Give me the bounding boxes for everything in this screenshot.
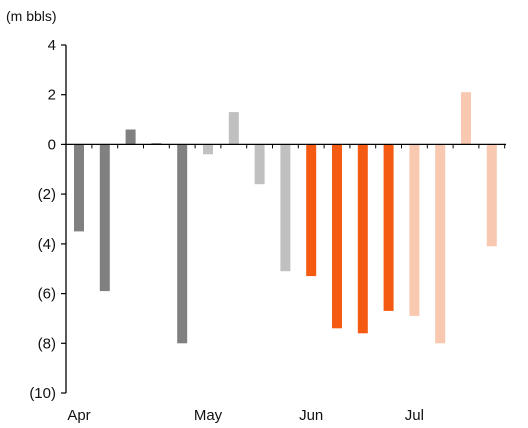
y-tick-label-0: 4 bbox=[48, 37, 56, 54]
y-unit-label: (m bbls) bbox=[6, 8, 57, 24]
bar-11 bbox=[357, 144, 368, 334]
y-tick-label-3: (2) bbox=[38, 186, 56, 203]
bar-2 bbox=[125, 129, 136, 145]
y-tick-label-2: 0 bbox=[48, 136, 56, 153]
y-tick-label-7: (10) bbox=[29, 385, 56, 402]
bar-12 bbox=[383, 144, 394, 311]
bar-10 bbox=[332, 144, 342, 329]
y-tick-label-4: (4) bbox=[38, 236, 56, 253]
bar-9 bbox=[306, 144, 317, 277]
bar-15 bbox=[461, 92, 471, 145]
y-tick-label-6: (8) bbox=[38, 335, 56, 352]
x-month-label-may: May bbox=[194, 407, 223, 424]
bars bbox=[74, 92, 497, 344]
bar-16 bbox=[486, 144, 497, 247]
bar-5 bbox=[203, 144, 213, 155]
bar-1 bbox=[99, 144, 110, 292]
x-month-label-jul: Jul bbox=[405, 407, 424, 424]
x-month-label-jun: Jun bbox=[299, 407, 323, 424]
bar-13 bbox=[409, 144, 420, 316]
bar-7 bbox=[254, 144, 265, 185]
bar-8 bbox=[280, 144, 291, 272]
bar-14 bbox=[435, 144, 446, 344]
bar-0 bbox=[74, 144, 84, 232]
bar-6 bbox=[228, 112, 239, 145]
x-month-labels: Apr May Jun Jul bbox=[67, 407, 424, 424]
axes bbox=[61, 44, 506, 394]
x-month-label-apr: Apr bbox=[67, 407, 90, 424]
bar-4 bbox=[177, 144, 188, 344]
y-tick-label-5: (6) bbox=[38, 286, 56, 303]
y-tick-labels: 4 2 0 (2) (4) (6) (8) (10) bbox=[29, 37, 56, 402]
y-tick-label-1: 2 bbox=[48, 87, 56, 104]
